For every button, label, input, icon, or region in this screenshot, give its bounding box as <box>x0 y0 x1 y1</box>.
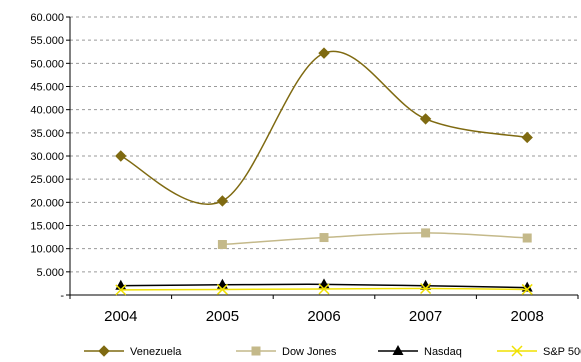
data-point <box>216 195 229 207</box>
axes <box>66 16 579 299</box>
legend-label: S&P 500 <box>543 346 581 358</box>
series-s-p-500 <box>115 282 533 296</box>
legend-marker <box>98 345 110 357</box>
x-tick-label: 2008 <box>511 308 544 325</box>
y-axis-ticks: - 5.000 10.000 15.000 20.000 25.000 30.000 35.0… <box>30 12 64 302</box>
x-axis-ticks: 2004 2005 2006 2007 2008 <box>104 308 544 325</box>
y-tick-label: 20.000 <box>30 197 64 209</box>
data-point <box>419 113 432 125</box>
data-point <box>318 278 330 289</box>
data-point <box>115 284 127 296</box>
data-point <box>421 228 431 238</box>
legend-marker <box>251 346 261 356</box>
data-point <box>521 283 533 295</box>
series-line <box>222 232 528 246</box>
x-tick-label: 2005 <box>206 308 239 325</box>
data-point <box>115 279 127 290</box>
data-point <box>522 233 532 243</box>
y-tick-label: 10.000 <box>30 244 64 256</box>
data-point <box>318 283 330 295</box>
legend-item: Venezuela <box>84 345 182 358</box>
data-point <box>115 150 127 162</box>
grid-lines <box>70 16 578 273</box>
legend-item: S&P 500 <box>497 345 581 358</box>
legend-marker <box>392 345 404 355</box>
data-point <box>216 278 228 289</box>
series-lines <box>115 47 533 296</box>
x-tick-label: 2006 <box>307 308 340 325</box>
data-point <box>217 239 227 249</box>
legend-label: Dow Jones <box>282 346 337 358</box>
y-tick-label: 50.000 <box>30 58 64 70</box>
data-point <box>216 283 228 295</box>
y-tick-label: 45.000 <box>30 82 64 94</box>
x-marker-stroke <box>216 283 228 295</box>
x-tick-label: 2007 <box>409 308 442 325</box>
x-marker-stroke <box>511 345 523 357</box>
legend-item: Nasdaq <box>378 345 462 358</box>
data-point <box>521 131 533 144</box>
y-tick-label: 60.000 <box>30 12 64 24</box>
x-marker-stroke <box>318 283 330 295</box>
legend-label: Nasdaq <box>424 346 462 358</box>
y-tick-label: - <box>60 290 64 302</box>
legend: Venezuela Dow Jones Nasdaq S&P 500 <box>84 345 581 358</box>
series-line <box>120 50 528 205</box>
y-tick-label: 25.000 <box>30 174 64 186</box>
x-marker-stroke <box>420 282 432 295</box>
y-tick-label: 35.000 <box>30 128 64 140</box>
x-marker-stroke <box>521 283 533 295</box>
y-tick-label: 5.000 <box>36 267 64 279</box>
y-tick-label: 30.000 <box>30 151 64 163</box>
y-tick-label: 15.000 <box>30 221 64 233</box>
series-dow-jones <box>217 228 532 249</box>
legend-label: Venezuela <box>130 346 182 358</box>
series-venezuela <box>115 47 533 207</box>
legend-item: Dow Jones <box>236 346 337 358</box>
y-tick-label: 55.000 <box>30 35 64 47</box>
data-point <box>420 279 432 290</box>
data-point <box>319 233 329 243</box>
x-marker-stroke <box>115 284 127 296</box>
x-tick-label: 2004 <box>104 308 137 325</box>
legend-marker <box>511 345 523 357</box>
y-tick-label: 40.000 <box>30 105 64 117</box>
data-point <box>318 47 330 59</box>
data-point <box>420 282 432 295</box>
